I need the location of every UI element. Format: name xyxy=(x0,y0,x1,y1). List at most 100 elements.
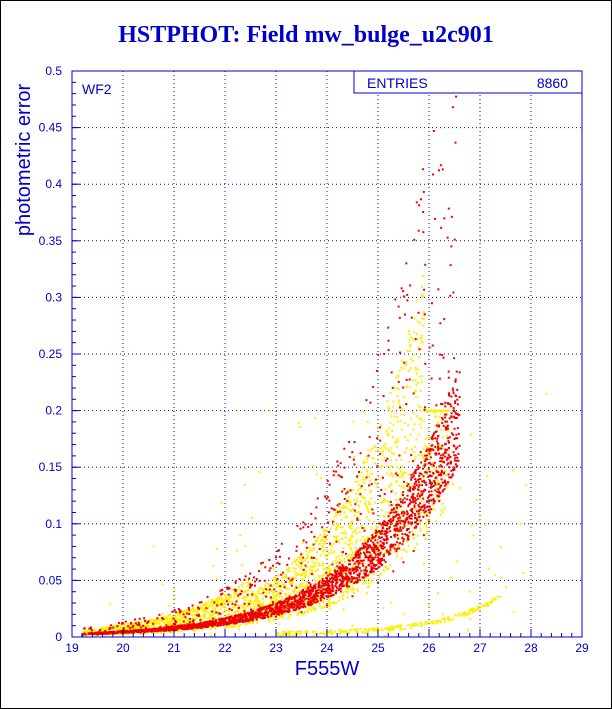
red-point xyxy=(420,490,423,493)
red-point xyxy=(219,620,222,623)
yellow-point xyxy=(319,533,322,536)
red-point xyxy=(219,593,222,596)
red-point xyxy=(429,499,432,502)
yellow-point xyxy=(394,376,397,379)
yellow-point xyxy=(268,590,271,593)
yellow-point xyxy=(286,570,289,573)
yellow-point xyxy=(236,603,239,606)
yellow-point xyxy=(168,624,171,627)
red-point xyxy=(272,611,275,614)
yellow-point xyxy=(314,609,317,612)
yellow-point xyxy=(268,610,271,613)
yellow-point xyxy=(122,626,125,629)
yellow-point xyxy=(262,605,265,608)
red-point xyxy=(211,625,214,628)
red-point xyxy=(383,523,386,526)
yellow-point xyxy=(404,472,407,475)
yellow-point xyxy=(323,533,326,536)
red-point xyxy=(428,511,431,514)
yellow-point xyxy=(234,592,237,595)
red-point xyxy=(371,546,374,549)
yellow-point xyxy=(420,426,423,429)
yellow-point xyxy=(253,593,256,596)
red-point xyxy=(356,569,359,572)
yellow-point xyxy=(369,627,372,630)
yellow-point xyxy=(471,611,474,614)
yellow-point xyxy=(268,585,271,588)
red-point xyxy=(219,612,222,615)
yellow-point xyxy=(355,511,358,514)
red-point xyxy=(422,475,425,478)
red-point xyxy=(338,583,341,586)
yellow-point xyxy=(193,628,196,631)
yellow-point xyxy=(193,618,196,621)
red-point xyxy=(394,511,397,514)
yellow-point xyxy=(196,611,199,614)
red-point xyxy=(437,447,440,450)
red-point xyxy=(295,607,298,610)
red-point xyxy=(370,547,373,550)
yellow-point xyxy=(352,563,355,566)
yellow-point xyxy=(361,631,364,634)
red-point xyxy=(211,620,214,623)
yellow-point xyxy=(287,632,290,635)
red-point xyxy=(227,603,230,606)
red-point xyxy=(230,621,233,624)
yellow-point xyxy=(298,612,301,615)
red-point xyxy=(158,626,161,629)
yellow-point xyxy=(401,523,404,526)
yellow-point xyxy=(385,429,388,432)
yellow-point xyxy=(337,541,340,544)
yellow-point xyxy=(395,509,398,512)
yellow-point xyxy=(325,529,328,532)
red-point xyxy=(446,448,449,451)
yellow-point xyxy=(277,585,280,588)
red-point xyxy=(301,595,304,598)
yellow-point xyxy=(407,485,410,488)
red-point xyxy=(212,617,215,620)
yellow-point xyxy=(441,409,444,412)
yellow-point xyxy=(213,611,216,614)
yellow-point xyxy=(190,620,193,623)
yellow-point xyxy=(168,604,171,607)
red-point xyxy=(450,416,453,419)
yellow-point xyxy=(365,541,368,544)
red-point xyxy=(258,570,261,573)
red-point xyxy=(327,595,330,598)
red-point xyxy=(165,624,168,627)
yellow-point xyxy=(417,417,420,420)
yellow-point xyxy=(413,533,416,536)
red-point xyxy=(410,522,413,525)
yellow-point xyxy=(282,630,285,633)
yellow-point xyxy=(369,479,372,482)
yellow-point xyxy=(431,504,434,507)
red-point xyxy=(238,578,241,581)
yellow-point xyxy=(173,621,175,624)
yellow-point xyxy=(473,608,476,611)
red-point xyxy=(248,586,251,589)
yellow-point xyxy=(262,588,265,591)
yellow-point xyxy=(82,631,85,634)
yellow-point xyxy=(363,539,366,542)
yellow-point xyxy=(306,566,309,569)
red-point xyxy=(358,575,361,578)
yellow-point xyxy=(85,629,88,632)
red-point xyxy=(417,311,420,314)
yellow-point xyxy=(303,585,306,588)
yellow-point xyxy=(180,630,183,633)
yellow-point xyxy=(343,511,346,514)
red-point xyxy=(450,405,453,408)
yellow-point xyxy=(378,577,381,580)
red-point xyxy=(315,594,318,597)
yellow-point xyxy=(240,612,243,615)
red-point xyxy=(364,555,367,558)
red-point xyxy=(422,490,425,493)
red-point xyxy=(337,464,340,467)
yellow-point xyxy=(444,617,447,620)
yellow-point xyxy=(189,619,192,622)
red-point xyxy=(425,454,428,457)
yellow-point xyxy=(248,600,251,603)
yellow-point xyxy=(104,628,107,631)
red-point xyxy=(418,474,421,477)
red-point xyxy=(402,295,405,298)
